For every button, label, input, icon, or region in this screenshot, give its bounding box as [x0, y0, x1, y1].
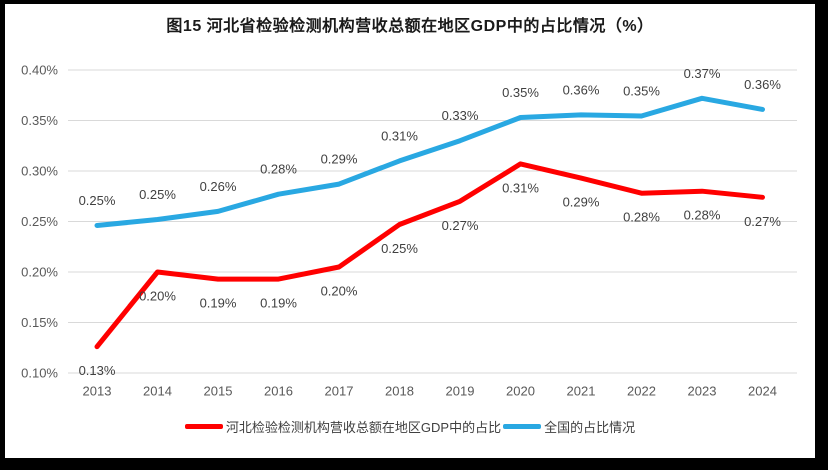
- data-label: 0.27%: [442, 218, 479, 233]
- legend-swatch-national-icon: [503, 424, 542, 429]
- y-tick-label: 0.25%: [21, 214, 58, 229]
- x-tick-label: 2015: [204, 384, 233, 399]
- chart-legend: 河北检验检测机构营收总额在地区GDP中的占比 全国的占比情况: [5, 417, 815, 436]
- data-label: 0.28%: [623, 210, 660, 225]
- x-tick-label: 2013: [83, 384, 112, 399]
- data-label: 0.29%: [563, 195, 600, 210]
- legend-item-hebei: 河北检验检测机构营收总额在地区GDP中的占比: [184, 417, 502, 436]
- data-label: 0.28%: [260, 162, 297, 177]
- data-label: 0.35%: [623, 84, 660, 99]
- x-tick-label: 2023: [688, 384, 717, 399]
- x-tick-label: 2021: [567, 384, 596, 399]
- data-label: 0.27%: [744, 214, 781, 229]
- y-tick-label: 0.10%: [21, 366, 58, 381]
- y-tick-label: 0.20%: [21, 265, 58, 280]
- x-tick-label: 2022: [627, 384, 656, 399]
- series-line: [94, 95, 765, 228]
- chart-title: 图15 河北省检验检测机构营收总额在地区GDP中的占比情况（%）: [166, 18, 654, 35]
- x-tick-label: 2016: [264, 384, 293, 399]
- data-label: 0.36%: [563, 82, 600, 97]
- y-tick-label: 0.30%: [21, 164, 58, 179]
- data-label: 0.28%: [684, 208, 721, 223]
- data-label: 0.35%: [502, 85, 539, 100]
- y-tick-label: 0.35%: [21, 113, 58, 128]
- data-label: 0.37%: [684, 66, 721, 81]
- data-label: 0.33%: [442, 108, 479, 123]
- data-label: 0.20%: [321, 284, 358, 299]
- x-tick-label: 2024: [748, 384, 777, 399]
- y-tick-label: 0.15%: [21, 315, 58, 330]
- legend-item-national: 全国的占比情况: [503, 417, 635, 436]
- data-label: 0.25%: [139, 187, 176, 202]
- x-tick-label: 2014: [143, 384, 172, 399]
- data-label: 0.26%: [200, 179, 237, 194]
- x-tick-label: 2017: [325, 384, 354, 399]
- data-label: 0.31%: [381, 128, 418, 143]
- series-line: [94, 161, 765, 350]
- y-tick-label: 0.40%: [21, 63, 58, 78]
- data-label: 0.29%: [321, 152, 358, 167]
- legend-swatch-hebei-icon: [184, 424, 223, 429]
- data-label: 0.20%: [139, 289, 176, 304]
- line-chart: 0.40% 0.35% 0.30% 0.25% 0.20% 0.15% 0.10% 2013 2…: [21, 63, 797, 399]
- data-label: 0.36%: [744, 77, 781, 92]
- data-label: 0.25%: [79, 193, 116, 208]
- data-label: 0.13%: [79, 363, 116, 378]
- data-label: 0.31%: [502, 180, 539, 195]
- x-tick-label: 2020: [506, 384, 535, 399]
- data-label: 0.19%: [260, 296, 297, 311]
- data-label: 0.19%: [200, 296, 237, 311]
- data-label: 0.25%: [381, 241, 418, 256]
- x-tick-label: 2018: [385, 384, 414, 399]
- x-tick-label: 2019: [446, 384, 475, 399]
- legend-label-national: 全国的占比情况: [544, 420, 636, 435]
- legend-label-hebei: 河北检验检测机构营收总额在地区GDP中的占比: [225, 420, 502, 435]
